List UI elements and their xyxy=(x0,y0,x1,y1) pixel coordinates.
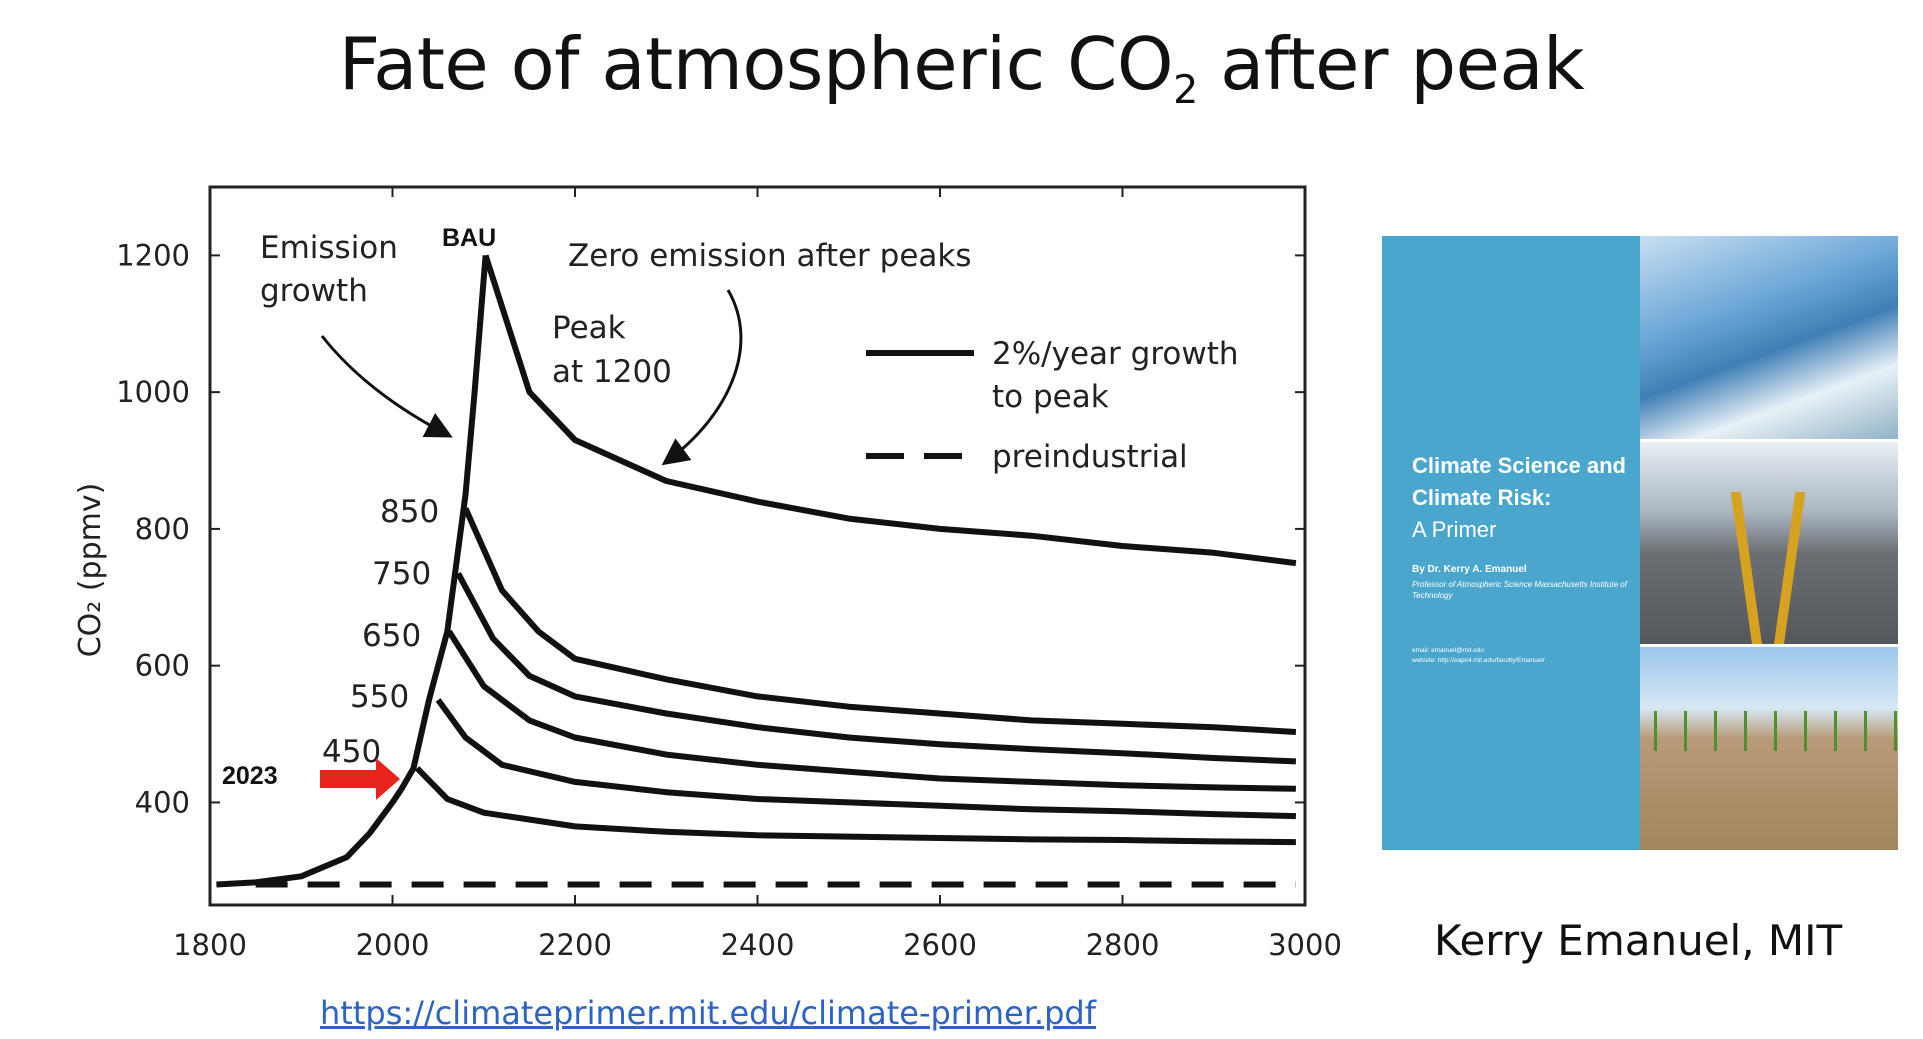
peak-750-label: 750 xyxy=(372,556,431,592)
peak-450-label: 450 xyxy=(322,734,381,770)
decay-line-peak-750 xyxy=(455,571,1297,765)
legend-growth-label-line2: to peak xyxy=(992,379,1109,415)
peak-label-line2: at 1200 xyxy=(552,354,672,390)
zero-emission-arrow xyxy=(661,289,743,466)
decay-line-peak-850 xyxy=(462,507,1297,735)
x-tick-label: 2800 xyxy=(1086,928,1160,962)
y-axis: 400 600 800 1000 1200 xyxy=(116,238,1305,819)
y-axis-label: CO₂ (ppmv) xyxy=(73,483,108,658)
y-tick-label: 1200 xyxy=(116,238,190,272)
peak-label-line1: Peak xyxy=(552,310,626,346)
emission-growth-arrow xyxy=(320,335,453,438)
book-cover-photos xyxy=(1640,236,1898,850)
legend-preindustrial-label: preindustrial xyxy=(992,439,1188,475)
decay-line-peak-1200 xyxy=(482,254,1297,567)
book-contact: email: emanuel@mit.edu website: http://e… xyxy=(1412,646,1637,667)
zero-emission-label: Zero emission after peaks xyxy=(568,238,972,274)
glacier-photo xyxy=(1640,236,1898,442)
flooded-road-photo xyxy=(1640,441,1898,648)
slide-title: Fate of atmospheric CO2 after peak xyxy=(338,22,1585,113)
legend-growth-label-line1: 2%/year growth xyxy=(992,336,1239,372)
book-email: email: emanuel@mit.edu xyxy=(1412,647,1484,654)
primer-book-cover: Climate Science and Climate Risk: A Prime… xyxy=(1382,236,1898,850)
x-tick-label: 2200 xyxy=(538,928,612,962)
year-2023-arrow xyxy=(320,758,400,800)
y-tick-label: 800 xyxy=(135,512,190,546)
bau-label: BAU xyxy=(442,224,496,252)
decay-line-peak-550 xyxy=(435,698,1296,820)
decay-line-peak-650 xyxy=(446,629,1296,792)
emission-growth-line xyxy=(216,255,489,888)
primer-pdf-link[interactable]: https://climateprimer.mit.edu/climate-pr… xyxy=(320,994,1096,1032)
y-tick-label: 1000 xyxy=(116,375,190,409)
author-credit: Kerry Emanuel, MIT xyxy=(1434,916,1843,965)
x-tick-label: 2400 xyxy=(721,928,795,962)
book-title: Climate Science and Climate Risk: A Prime… xyxy=(1412,450,1632,546)
x-tick-label: 2600 xyxy=(903,928,977,962)
x-tick-label: 1800 xyxy=(173,928,247,962)
emission-growth-label-line2: growth xyxy=(260,273,368,309)
decay-line-peak-450 xyxy=(414,766,1296,846)
peak-850-label: 850 xyxy=(380,494,439,530)
emission-growth-label-line1: Emission xyxy=(260,230,398,266)
book-cover-text-panel: Climate Science and Climate Risk: A Prime… xyxy=(1382,236,1640,850)
book-website: website: http://eaps4.mit.edu/faculty/Em… xyxy=(1412,657,1545,665)
book-subtitle: A Primer xyxy=(1412,516,1497,542)
year-2023-label: 2023 xyxy=(222,762,278,790)
book-affiliation: Professor of Atmospheric Science Massach… xyxy=(1412,580,1627,600)
book-author: By Dr. Kerry A. Emanuel xyxy=(1412,564,1527,575)
x-tick-label: 2000 xyxy=(356,928,430,962)
y-tick-label: 600 xyxy=(135,649,190,683)
peak-650-label: 650 xyxy=(362,618,421,654)
peak-550-label: 550 xyxy=(350,679,409,715)
x-tick-label: 3000 xyxy=(1268,928,1342,962)
x-axis: 1800 2000 2200 2400 2600 2800 3000 xyxy=(173,187,1342,962)
series-layer xyxy=(216,254,1297,888)
y-tick-label: 400 xyxy=(135,785,190,819)
drought-cornfield-photo xyxy=(1640,647,1898,850)
